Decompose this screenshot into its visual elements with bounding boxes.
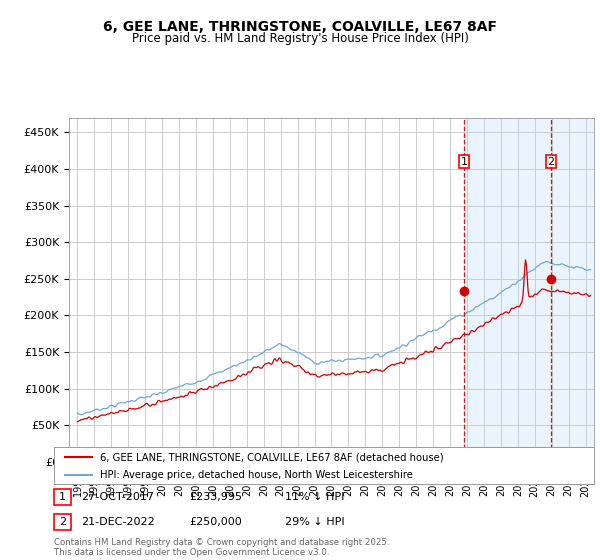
- Text: 29% ↓ HPI: 29% ↓ HPI: [285, 517, 344, 527]
- Text: 21-DEC-2022: 21-DEC-2022: [81, 517, 155, 527]
- Text: 2: 2: [548, 157, 555, 166]
- Text: 11% ↓ HPI: 11% ↓ HPI: [285, 492, 344, 502]
- Text: 1: 1: [59, 492, 66, 502]
- Text: 27-OCT-2017: 27-OCT-2017: [81, 492, 154, 502]
- Text: 6, GEE LANE, THRINGSTONE, COALVILLE, LE67 8AF (detached house): 6, GEE LANE, THRINGSTONE, COALVILLE, LE6…: [100, 452, 443, 462]
- Text: £233,995: £233,995: [189, 492, 242, 502]
- Text: £250,000: £250,000: [189, 517, 242, 527]
- Text: HPI: Average price, detached house, North West Leicestershire: HPI: Average price, detached house, Nort…: [100, 470, 413, 480]
- Text: 2: 2: [59, 517, 66, 527]
- Text: 1: 1: [460, 157, 467, 166]
- Text: Price paid vs. HM Land Registry's House Price Index (HPI): Price paid vs. HM Land Registry's House …: [131, 32, 469, 45]
- Text: Contains HM Land Registry data © Crown copyright and database right 2025.
This d: Contains HM Land Registry data © Crown c…: [54, 538, 389, 557]
- Bar: [464, 118, 594, 462]
- Text: 6, GEE LANE, THRINGSTONE, COALVILLE, LE67 8AF: 6, GEE LANE, THRINGSTONE, COALVILLE, LE6…: [103, 20, 497, 34]
